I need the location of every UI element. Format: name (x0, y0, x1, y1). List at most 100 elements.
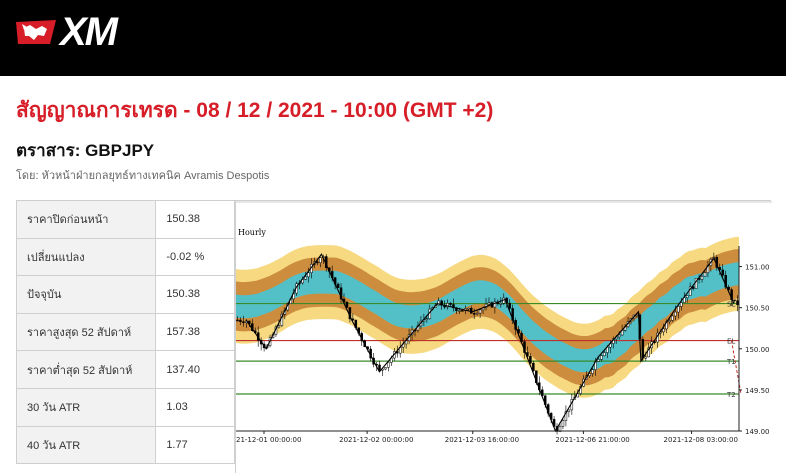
candle-body (700, 276, 704, 280)
candle-body (674, 311, 677, 317)
candle-body (475, 312, 479, 315)
candle-body (567, 409, 571, 412)
candle-body (724, 274, 727, 288)
y-tick-label: 149.50 (745, 387, 770, 395)
candle-body (446, 303, 449, 308)
candle-body (668, 320, 671, 322)
candle-body (529, 355, 532, 364)
candle-body (236, 319, 239, 322)
candle-body (461, 310, 464, 312)
candle-body (469, 307, 473, 314)
instrument-label: ตราสาร: GBPJPY (16, 141, 155, 160)
stats-row: 40 วัน ATR 1.77 (15, 425, 235, 465)
candle-body (617, 334, 621, 338)
stats-row: ราคาสูงสุด 52 สัปดาห์ 157.38 (15, 312, 235, 352)
xm-logo[interactable]: XM (14, 10, 118, 54)
stats-row: เปลี่ยนแปลง -0.02 % (15, 237, 235, 277)
candle-body (384, 367, 387, 370)
timeframe-label: Hourly (238, 228, 266, 237)
stat-label: ราคาสูงสุด 52 สัปดาห์ (15, 312, 157, 352)
candle-body (242, 321, 245, 324)
signal-levels: SLELT1T2 (236, 301, 742, 399)
candle-body (576, 393, 579, 398)
stats-row: ปัจจุบัน 150.38 (15, 275, 235, 314)
candle-body (535, 370, 538, 384)
candle-body (499, 303, 503, 305)
candle-body (239, 319, 242, 322)
candle-body (677, 306, 680, 313)
candle-body (647, 347, 651, 358)
stat-value: 1.77 (155, 425, 235, 465)
level-label-t2: T2 (726, 391, 736, 399)
candle-body (680, 302, 683, 307)
stat-value: 150.38 (155, 200, 235, 239)
candle-body (277, 325, 281, 328)
logo-text: XM (60, 10, 118, 54)
stat-label: ปัจจุบัน (15, 275, 157, 314)
stat-label: 40 วัน ATR (15, 425, 157, 465)
candle-body (662, 328, 665, 333)
candle-body (307, 272, 310, 278)
header-bar: XM (0, 0, 786, 76)
candle-body (487, 302, 491, 305)
candle-body (597, 359, 600, 362)
candle-body (425, 318, 429, 320)
stat-value: 137.40 (155, 350, 235, 389)
candle-body (345, 301, 349, 308)
stats-row: ราคาปิดก่อนหน้า 150.38 (15, 200, 235, 239)
author-byline: โดย: หัวหน้าฝ่ายกลยุทธ์ทางเทคนิค Avramis… (16, 170, 270, 182)
chart-canvas: SLELT1T2 Hourly 151.00150.50150.00149.50… (236, 201, 772, 473)
candle-body (703, 272, 707, 277)
candle-body (472, 313, 476, 315)
candle-body (508, 302, 511, 309)
stats-table: ราคาปิดก่อนหน้า 150.38 เปลี่ยนแปลง -0.02 %… (15, 200, 235, 465)
x-tick-label: 2021-12-03 16:00:00 (445, 436, 519, 444)
stats-row: ราคาต่ำสุด 52 สัปดาห์ 137.40 (15, 350, 235, 389)
level-label-sl: SL (727, 301, 735, 309)
candle-body (721, 269, 724, 276)
stat-label: ราคาปิดก่อนหน้า (15, 200, 157, 239)
candle-body (600, 355, 603, 360)
candle-body (387, 362, 390, 368)
stat-value: 157.38 (155, 312, 235, 352)
y-tick-label: 150.00 (745, 346, 770, 354)
stats-row: 30 วัน ATR 1.03 (15, 387, 235, 427)
candle-body (603, 352, 606, 356)
page-title: สัญญาณการเทรด - 08 / 12 / 2021 - 10:00 (… (16, 99, 494, 122)
candle-body (304, 276, 307, 280)
candle-body (440, 300, 443, 306)
y-tick-label: 151.00 (745, 264, 770, 272)
candle-body (532, 362, 535, 372)
stat-value: 1.03 (155, 387, 235, 427)
stat-value: 150.38 (155, 275, 235, 314)
candle-body (319, 257, 322, 264)
stat-value: -0.02 % (155, 237, 235, 277)
candle-body (561, 420, 565, 427)
stat-label: ราคาต่ำสุด 52 สัปดาห์ (15, 350, 157, 389)
zigzag-line (245, 253, 735, 433)
candle-body (644, 356, 648, 359)
candle-body (437, 300, 440, 306)
stat-label: เปลี่ยนแปลง (15, 237, 157, 277)
candle-body (591, 369, 594, 374)
candle-body (564, 411, 568, 421)
candle-body (733, 299, 736, 302)
zigzag-path (245, 253, 735, 433)
stat-label: 30 วัน ATR (15, 387, 157, 427)
candle-body (458, 310, 461, 312)
candle-body (641, 339, 645, 359)
price-chart: SLELT1T2 Hourly 151.00150.50150.00149.50… (235, 200, 772, 473)
candle-body (671, 315, 674, 321)
candle-body (378, 364, 381, 371)
candle-body (449, 303, 452, 305)
candle-body (467, 307, 470, 310)
candle-body (336, 283, 340, 288)
candle-body (316, 261, 319, 264)
candle-body (736, 300, 739, 306)
candle-body (493, 301, 497, 308)
x-tick-label: 2021-12-06 21:00:00 (555, 436, 629, 444)
y-tick-label: 149.00 (745, 428, 770, 436)
x-tick-label: 21-12-01 00:00:00 (236, 436, 301, 444)
level-label-t1: T1 (726, 358, 736, 366)
x-tick-label: 2021-12-08 03:00:00 (664, 436, 738, 444)
